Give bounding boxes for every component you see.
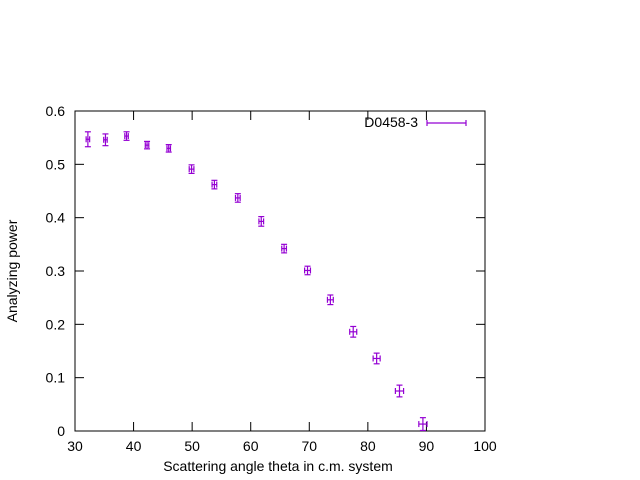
y-tick-label: 0: [57, 423, 65, 439]
data-point: [165, 144, 172, 153]
data-point: [144, 140, 151, 150]
data-point: [234, 193, 241, 203]
data-point: [372, 352, 381, 365]
data-point: [394, 384, 405, 398]
data-point: [188, 164, 195, 174]
x-tick-label: 100: [473, 438, 497, 454]
y-axis-label: Analyzing power: [4, 219, 20, 322]
data-point: [418, 417, 428, 432]
y-tick-label: 0.5: [46, 156, 66, 172]
axis-ticks: [74, 110, 486, 432]
data-point: [102, 133, 109, 147]
legend-sample-errorbar: [426, 120, 467, 126]
x-tick-label: 30: [67, 438, 83, 454]
y-tick-label: 0.6: [46, 103, 66, 119]
x-tick-label: 80: [360, 438, 376, 454]
x-tick-label: 70: [301, 438, 317, 454]
y-tick-label: 0.2: [46, 316, 66, 332]
tick-labels: 30 40 50 60 70 80 90 100 0 0.1 0.2 0.3 0.4 0.5 0.6: [46, 103, 497, 454]
data-point: [326, 294, 334, 306]
data-point: [349, 325, 358, 338]
plot-area-frame: [74, 110, 486, 432]
data-point: [258, 216, 265, 227]
x-tick-label: 40: [126, 438, 142, 454]
x-tick-label: 50: [184, 438, 200, 454]
data-point: [211, 179, 218, 190]
legend-label: D0458-3: [364, 114, 418, 130]
x-axis-label: Scattering angle theta in c.m. system: [163, 458, 393, 474]
data-point: [123, 131, 130, 141]
y-tick-label: 0.1: [46, 370, 66, 386]
y-tick-label: 0.4: [46, 210, 66, 226]
legend: D0458-3: [364, 114, 467, 130]
y-tick-label: 0.3: [46, 263, 66, 279]
data-points: [84, 131, 428, 432]
data-point: [84, 131, 91, 148]
x-tick-label: 60: [243, 438, 259, 454]
x-tick-label: 90: [419, 438, 435, 454]
data-point: [304, 265, 312, 276]
data-point: [281, 243, 288, 254]
